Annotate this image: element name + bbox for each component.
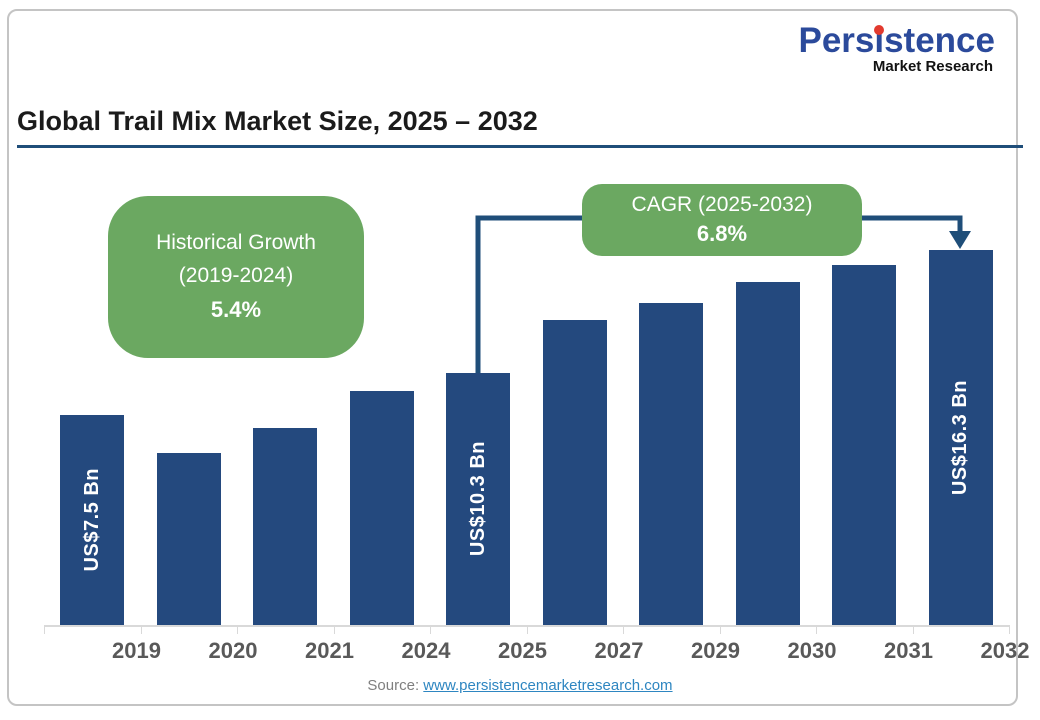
axis-tick: [333, 625, 335, 634]
chart-title: Global Trail Mix Market Size, 2025 – 203…: [17, 106, 538, 136]
x-axis-label-2021: 2021: [305, 638, 354, 663]
historical-growth-value: 5.4%: [210, 296, 262, 322]
source-note: Source: www.persistencemarketresearch.co…: [0, 677, 1040, 694]
x-axis-label-2020: 2020: [208, 638, 258, 663]
bar-2030: [735, 282, 800, 625]
logo-tagline: Market Research: [872, 57, 993, 75]
logo-red-dot-icon: [874, 25, 885, 35]
source-prefix: Source:: [367, 677, 420, 694]
x-axis-label-2030: 2030: [787, 638, 837, 663]
bar-2029: [639, 303, 704, 625]
bar-2024: [349, 391, 414, 625]
logo: Persistence Market Research: [798, 21, 995, 75]
plot-area: US$7.5 Bn US$10.3 Bn US$16.3 Bn: [44, 160, 1009, 625]
cagr-line1: CAGR (2025-2032): [631, 192, 813, 216]
axis-tick: [623, 625, 624, 634]
axis-tick: [816, 625, 817, 634]
historical-growth-callout: Historical Growth (2019-2024) 5.4%: [108, 196, 364, 358]
x-axis-label-2031: 2031: [884, 638, 933, 663]
title-underline: [17, 145, 1023, 148]
x-axis-label-2019: 2019: [112, 638, 161, 663]
axis-tick: [237, 625, 238, 634]
x-axis-label-2029: 2029: [691, 638, 740, 663]
x-axis-label-2032: 2032: [980, 638, 1030, 663]
historical-growth-line2: (2019-2024): [178, 263, 294, 287]
axis-tick: [44, 625, 45, 634]
bar-2021: [253, 428, 318, 625]
bar-2032: US$16.3 Bn: [928, 250, 993, 625]
x-axis-labels: 2019 2020 2021 2024 2025 2027 2029 2030 2031 2032: [44, 638, 1029, 666]
axis-tick: [912, 625, 914, 634]
bar-value-label-2032: US$16.3 Bn: [949, 379, 972, 496]
axis-tick: [1009, 625, 1010, 634]
bar-value-label-2025: US$10.3 Bn: [466, 441, 489, 557]
x-axis-label-2024: 2024: [401, 638, 451, 663]
x-axis-label-2025: 2025: [498, 638, 547, 663]
bar-value-label-2019: US$7.5 Bn: [80, 468, 103, 572]
bar-2020: [156, 453, 221, 625]
axis-tick: [430, 625, 431, 634]
bar-2031: [832, 265, 897, 625]
historical-growth-line1: Historical Growth: [156, 231, 316, 255]
axis-tick: [140, 625, 142, 634]
cagr-callout: CAGR (2025-2032) 6.8%: [582, 184, 862, 256]
bar-2027: [542, 320, 607, 625]
logo-brand-text: Persistence: [798, 21, 995, 60]
axis-tick: [526, 625, 528, 634]
cagr-value: 6.8%: [696, 221, 748, 247]
bar-2019: US$7.5 Bn: [60, 415, 125, 625]
bar-2025: US$10.3 Bn: [446, 373, 511, 625]
x-axis-label-2027: 2027: [594, 638, 644, 663]
source-link[interactable]: www.persistencemarketresearch.com: [423, 677, 673, 694]
axis-tick: [719, 625, 721, 634]
